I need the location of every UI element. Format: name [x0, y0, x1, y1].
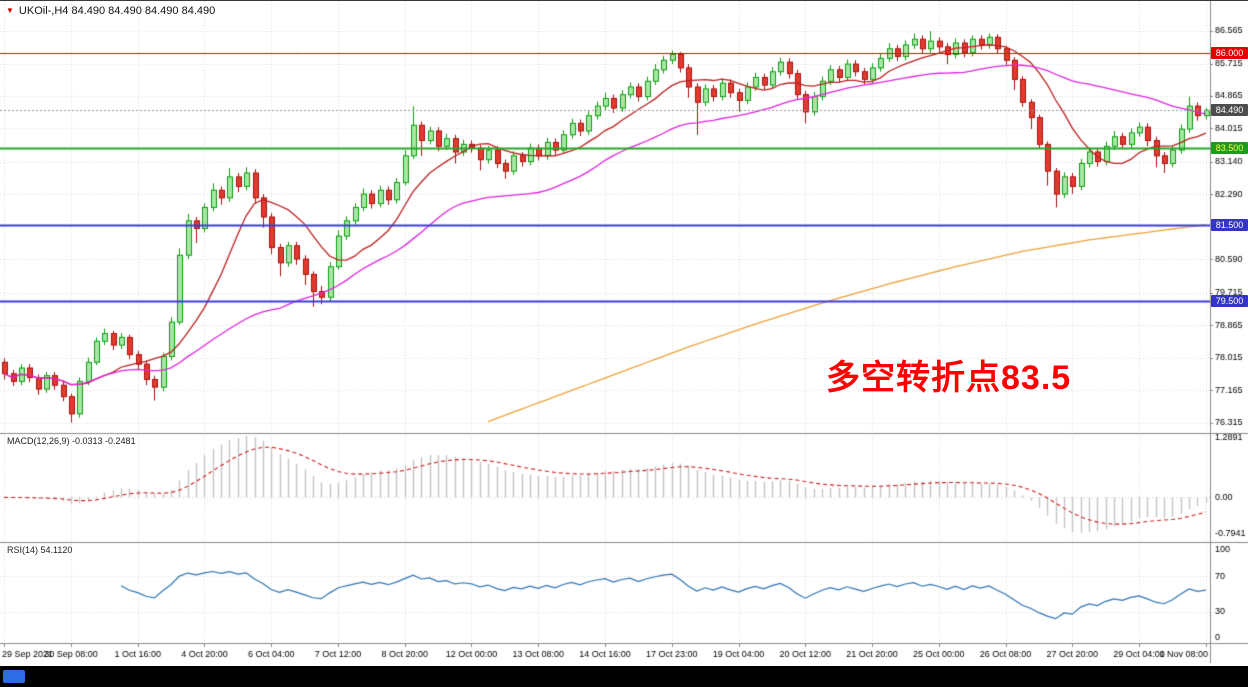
macd-indicator-label: MACD(12,26,9) -0.0313 -0.2481 — [7, 436, 136, 446]
annotation-text[interactable]: 多空转折点83.5 — [826, 359, 1072, 397]
price-badge-84.490: 84.490 — [1211, 104, 1248, 117]
chart-canvas[interactable] — [0, 1, 1248, 663]
symbol-title: UKOil-,H4 84.490 84.490 84.490 84.490 — [18, 5, 216, 17]
window-top-border — [0, 0, 1248, 1]
chart-marker-icon: ▼ — [6, 6, 14, 15]
price-badge-86.000: 86.000 — [1211, 46, 1248, 59]
price-badge-81.500: 81.500 — [1211, 218, 1248, 231]
rsi-indicator-label: RSI(14) 54.1120 — [7, 545, 73, 555]
symbol-header: ▼ UKOil-,H4 84.490 84.490 84.490 84.490 — [6, 5, 215, 17]
price-badge-79.500: 79.500 — [1211, 295, 1248, 308]
price-badge-83.500: 83.500 — [1211, 142, 1248, 155]
taskbar-app-button[interactable] — [3, 670, 25, 683]
taskbar — [0, 666, 1248, 687]
